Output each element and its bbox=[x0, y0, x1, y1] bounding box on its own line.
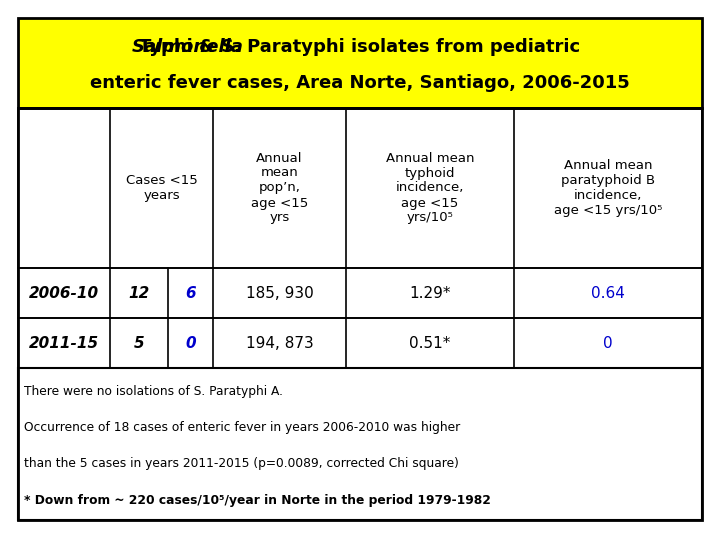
Text: 194, 873: 194, 873 bbox=[246, 335, 313, 350]
Text: Cases <15
years: Cases <15 years bbox=[126, 174, 197, 202]
Bar bbox=[18, 368, 702, 520]
Text: Occurrence of 18 cases of enteric fever in years 2006-2010 was higher: Occurrence of 18 cases of enteric fever … bbox=[24, 421, 460, 434]
Text: 1.29*: 1.29* bbox=[410, 286, 451, 300]
Bar bbox=[18, 268, 702, 318]
Text: 185, 930: 185, 930 bbox=[246, 286, 313, 300]
Bar bbox=[18, 108, 702, 520]
Text: 2006-10: 2006-10 bbox=[29, 286, 99, 300]
Text: enteric fever cases, Area Norte, Santiago, 2006-2015: enteric fever cases, Area Norte, Santiag… bbox=[90, 74, 630, 92]
Text: 0.51*: 0.51* bbox=[410, 335, 451, 350]
Bar bbox=[18, 318, 702, 368]
Text: 5: 5 bbox=[134, 335, 145, 350]
Text: Annual mean
typhoid
incidence,
age <15
yrs/10⁵: Annual mean typhoid incidence, age <15 y… bbox=[386, 152, 474, 225]
Text: Annual mean
paratyphoid B
incidence,
age <15 yrs/10⁵: Annual mean paratyphoid B incidence, age… bbox=[554, 159, 662, 217]
Text: than the 5 cases in years 2011-2015 (p=0.0089, corrected Chi square): than the 5 cases in years 2011-2015 (p=0… bbox=[24, 457, 459, 470]
Text: 6: 6 bbox=[185, 286, 196, 300]
Text: Typhi & S. Paratyphi isolates from pediatric: Typhi & S. Paratyphi isolates from pedia… bbox=[140, 38, 580, 56]
Text: * Down from ~ 220 cases/10⁵/year in Norte in the period 1979-1982: * Down from ~ 220 cases/10⁵/year in Nort… bbox=[24, 494, 491, 507]
Text: 0: 0 bbox=[185, 335, 196, 350]
Text: 0.64: 0.64 bbox=[591, 286, 625, 300]
Text: There were no isolations of S. Paratyphi A.: There were no isolations of S. Paratyphi… bbox=[24, 385, 283, 398]
Bar bbox=[18, 18, 702, 108]
Text: 0: 0 bbox=[603, 335, 613, 350]
Text: 12: 12 bbox=[129, 286, 150, 300]
Text: 2011-15: 2011-15 bbox=[29, 335, 99, 350]
Text: Salmonella: Salmonella bbox=[132, 38, 244, 56]
Text: Annual
mean
pop’n,
age <15
yrs: Annual mean pop’n, age <15 yrs bbox=[251, 152, 308, 225]
Bar bbox=[18, 108, 702, 268]
